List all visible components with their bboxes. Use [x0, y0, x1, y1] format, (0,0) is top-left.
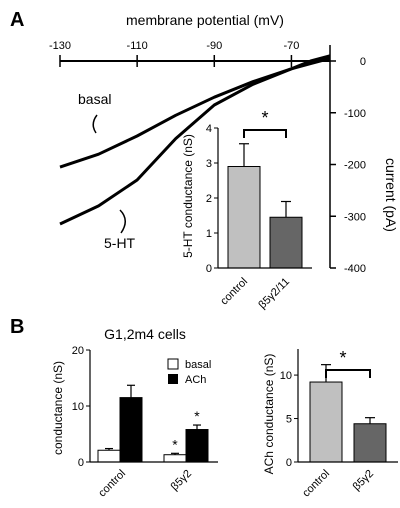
panel-b-title: G1,2m4 cells: [104, 326, 186, 342]
iv-y-tick-label: -100: [344, 108, 366, 120]
panel-b-right-bar: [309, 381, 343, 463]
legend-ach-swatch: [168, 374, 178, 384]
inset-a-y-tick-label: 2: [206, 193, 212, 205]
iv-x-tick-label: -70: [283, 40, 299, 52]
trace-label-basal-pointer: [92, 114, 98, 134]
iv-y-tick-label: 0: [360, 56, 366, 68]
panel-b-left-sig-star: *: [172, 436, 178, 452]
trace-label-5ht-pointer: [119, 209, 126, 234]
iv-traces: [59, 54, 331, 226]
iv-trace-5-ht: [59, 54, 331, 226]
inset-a-sig-star: *: [261, 108, 268, 128]
inset-a-bar: [269, 216, 303, 269]
trace-label-5ht: 5-HT: [104, 235, 136, 251]
iv-y-tick-label: -400: [344, 263, 366, 275]
panel-b-left-ylabel: conductance (nS): [51, 361, 65, 455]
inset-5ht-conductance: 0 1 2 3 4 control β5γ2/11: [206, 123, 312, 311]
inset-a-sig-bracket: [243, 129, 287, 138]
iv-y-tick-label: -200: [344, 160, 366, 172]
panel-b-letter: B: [10, 316, 24, 338]
panel-b-left-y-tick-label: 0: [78, 457, 84, 469]
panel-b-left-category-label: control: [96, 468, 128, 500]
panel-b-left-bar-basal: [97, 449, 121, 463]
panel-b-left-sig-star: *: [194, 408, 200, 424]
panel-b-right-y-tick-label: 5: [286, 414, 292, 426]
panel-b-left-bar-basal: [163, 454, 187, 463]
panel-b-left-category-label: β5γ2: [169, 468, 195, 494]
iv-x-tick-labels: -130 -110 -90 -70: [49, 40, 299, 52]
inset-a-y-tick-label: 0: [206, 263, 212, 275]
panel-b-left-y-tick-label: 10: [72, 401, 84, 413]
panel-b-right-y-tick-label: 10: [280, 370, 292, 382]
inset-a-y-tick-label: 3: [206, 158, 212, 170]
panel-b-right-bar: [353, 423, 387, 463]
inset-a-category-label: β5γ2/11: [256, 276, 292, 312]
iv-y-tick-labels: 0 -100 -200 -300 -400: [330, 56, 366, 275]
trace-label-basal: basal: [78, 91, 111, 107]
panel-b-right-y-tick-label: 0: [286, 457, 292, 469]
inset-a-bar: [227, 166, 261, 269]
iv-top-axis-label: membrane potential (mV): [126, 12, 284, 28]
inset-a-category-label: control: [218, 276, 250, 308]
legend-basal-swatch: [167, 358, 179, 370]
iv-right-axis-label: current (pA): [383, 158, 399, 232]
inset-a-y-tick-label: 1: [206, 228, 212, 240]
panel-b-right-sig-bracket: [325, 369, 371, 378]
panel-b-left-bar-ach: [185, 429, 209, 463]
legend-basal-label: basal: [185, 359, 211, 371]
panel-b-legend: basal ACh: [167, 358, 211, 386]
panel-b-left-bar-ach: [119, 397, 143, 463]
panel-b-right-ylabel: ACh conductance (nS): [262, 354, 276, 475]
iv-y-tick-label: -300: [344, 211, 366, 223]
panel-b-right-sig-star: *: [339, 348, 346, 368]
panel-a-letter: A: [10, 9, 24, 31]
inset-a-y-tick-label: 4: [206, 123, 212, 135]
legend-ach-label: ACh: [185, 374, 206, 386]
inset-a-ylabel: 5-HT conductance (nS): [181, 134, 195, 258]
iv-x-tick-label: -130: [49, 40, 71, 52]
iv-x-tick-label: -90: [206, 40, 222, 52]
iv-x-tick-label: -110: [127, 40, 148, 52]
iv-x-tick-marks: [59, 55, 293, 67]
iv-trace-basal: [59, 56, 331, 169]
panel-b-left-y-tick-label: 20: [72, 345, 84, 357]
panel-b-right-category-label: control: [300, 468, 332, 500]
panel-b-right-bars: 0 5 10 control β5γ2: [280, 349, 398, 499]
panel-b-right-category-label: β5γ2: [351, 468, 377, 494]
